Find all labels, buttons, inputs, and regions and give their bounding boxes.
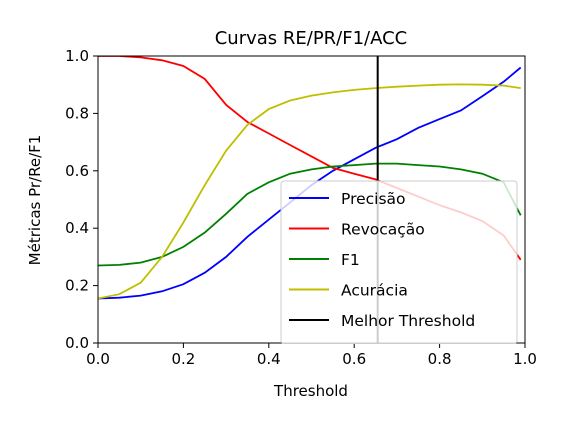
chart-title: Curvas RE/PR/F1/ACC <box>215 28 408 49</box>
legend-entry-label: Acurácia <box>341 282 408 300</box>
legend-box <box>280 180 518 344</box>
legend-entry-label: F1 <box>341 251 360 269</box>
legend: Precisão Revocação F1 Acurácia Melhor Thresh… <box>280 180 518 344</box>
x-axis-label: Threshold <box>273 382 348 400</box>
series-line-3 <box>98 162 522 267</box>
series-line-4 <box>98 83 521 300</box>
y-tick-label: 0.4 <box>65 219 89 237</box>
y-tick-label: 0.0 <box>65 334 89 352</box>
y-tick-label: 0.6 <box>65 162 89 180</box>
y-axis-label: Métricas Pr/Re/F1 <box>26 135 44 266</box>
x-tick-label: 0.8 <box>428 350 452 368</box>
x-tick-label: 1.0 <box>513 350 537 368</box>
legend-entry-label: Revocação <box>341 221 425 239</box>
y-axis: 0.0 0.2 0.4 0.6 0.8 1.0 <box>65 47 98 352</box>
x-tick-label: 0.0 <box>86 350 110 368</box>
x-axis: 0.0 0.2 0.4 0.6 0.8 1.0 <box>86 343 537 368</box>
y-tick-label: 1.0 <box>65 47 89 65</box>
x-tick-label: 0.2 <box>171 350 195 368</box>
x-tick-label: 0.6 <box>342 350 366 368</box>
y-tick-label: 0.2 <box>65 277 89 295</box>
y-tick-label: 0.8 <box>65 104 89 122</box>
legend-entry-label: Precisão <box>341 190 406 208</box>
legend-entry-label: Melhor Threshold <box>341 312 475 330</box>
x-tick-label: 0.4 <box>257 350 281 368</box>
